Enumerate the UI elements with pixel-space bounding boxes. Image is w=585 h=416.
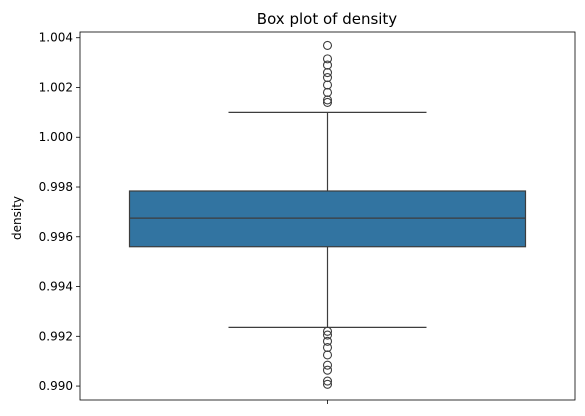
outlier-point [322,330,333,340]
y-tick-label: 1.000 [39,130,73,144]
outlier-point [322,365,333,375]
y-tick-label: 0.998 [39,180,73,194]
y-tick-label: 0.996 [39,230,73,244]
outlier-point [322,54,333,64]
outlier-point [322,376,333,386]
y-tick-label: 1.002 [39,80,73,94]
outlier-point [322,336,333,346]
outlier-point [322,68,333,78]
chart-title: Box plot of density [257,10,398,28]
outlier-point [322,40,333,50]
outlier-point [322,360,333,370]
y-tick-label: 0.990 [39,379,73,393]
outlier-point [322,87,333,98]
outlier-point [322,97,333,107]
outlier-point [322,72,333,83]
y-tick-label: 0.994 [39,280,73,294]
outlier-point [322,379,333,389]
y-tick-label: 1.004 [39,31,73,45]
outlier-point [322,350,333,360]
y-axis-label: density [10,196,24,240]
outlier-point [322,342,333,353]
outlier-point [322,80,333,90]
plot-area [128,40,527,389]
outlier-point [322,326,333,336]
outlier-point [322,60,333,70]
y-tick-label: 0.992 [39,329,73,343]
iqr-box [128,190,527,248]
